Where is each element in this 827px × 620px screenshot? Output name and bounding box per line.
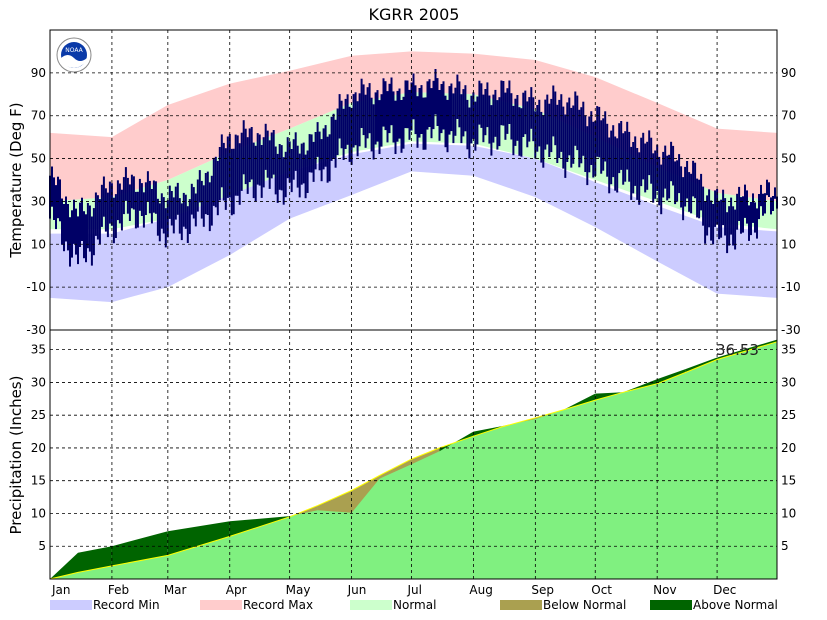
y-tick-right: 10 <box>781 237 796 251</box>
y-tick-right: 20 <box>781 441 796 455</box>
above-normal-area <box>50 552 78 579</box>
above-normal-area <box>563 393 596 410</box>
y-tick-right: -30 <box>781 323 801 337</box>
legend-swatch <box>50 600 92 610</box>
legend-label: Record Max <box>243 598 313 612</box>
month-label: Aug <box>469 583 492 597</box>
y-tick-right: -10 <box>781 280 801 294</box>
noaa-logo: NOAA <box>56 37 92 73</box>
legend-swatch <box>200 600 242 610</box>
normal-precip-line <box>49 341 778 580</box>
y-tick-right: 5 <box>781 539 789 553</box>
precipitation-panel: 5 5 10 10 15 15 20 20 25 25 30 30 35 35 Precipitation… <box>7 329 797 580</box>
y-tick-left: 20 <box>31 441 46 455</box>
legend-label: Above Normal <box>693 598 778 612</box>
y-tick-left: 30 <box>31 375 46 389</box>
legend-swatch <box>350 600 392 610</box>
precipitation-ticks: 5 5 10 10 15 15 20 20 25 25 30 30 35 35 <box>31 343 797 554</box>
month-label: Feb <box>108 583 129 597</box>
y-tick-right: 35 <box>781 343 796 357</box>
y-tick-left: 90 <box>31 66 46 80</box>
below-normal-area <box>351 475 380 513</box>
legend: Record Min Record Max Normal Below Normal Ab… <box>50 598 778 612</box>
y-tick-left: 25 <box>31 408 46 422</box>
below-normal-area <box>317 490 352 513</box>
month-labels: Jan Feb Mar Apr May Jun Jul Aug Sep Oct Nov Dec <box>51 583 736 597</box>
legend-swatch <box>500 600 542 610</box>
y-tick-right: 15 <box>781 474 796 488</box>
above-normal-area <box>167 521 230 556</box>
y-tick-left: -10 <box>26 280 46 294</box>
month-label: Jan <box>51 583 71 597</box>
below-normal-area <box>379 459 412 479</box>
month-label: Apr <box>226 583 247 597</box>
record-max-band <box>50 51 777 202</box>
y-tick-right: 90 <box>781 66 796 80</box>
legend-label: Normal <box>393 598 436 612</box>
y-tick-left: 5 <box>38 539 46 553</box>
y-tick-right: 25 <box>781 408 796 422</box>
svg-text:NOAA: NOAA <box>65 47 83 54</box>
temperature-grid <box>50 30 777 330</box>
precipitation-axis-label: Precipitation (Inches) <box>7 376 25 535</box>
above-normal-area <box>439 431 474 452</box>
above-normal-area <box>657 369 686 384</box>
y-tick-left: 70 <box>31 109 46 123</box>
temperature-axis-label: Temperature (Deg F) <box>7 102 25 258</box>
y-tick-left: 35 <box>31 343 46 357</box>
above-normal-area <box>623 379 658 393</box>
month-label: Dec <box>713 583 736 597</box>
y-tick-left: 50 <box>31 152 46 166</box>
month-label: May <box>286 583 311 597</box>
precipitation-series <box>49 339 778 580</box>
above-normal-area <box>78 546 112 573</box>
record-min-band <box>50 143 777 303</box>
precipitation-total: 36.53 <box>716 341 759 359</box>
chart-title: KGRR 2005 <box>369 5 460 24</box>
above-normal-area <box>111 531 168 566</box>
legend-label: Below Normal <box>543 598 626 612</box>
y-tick-right: 50 <box>781 152 796 166</box>
y-tick-left: 10 <box>31 237 46 251</box>
month-label: Oct <box>591 583 612 597</box>
y-tick-left: 10 <box>31 506 46 520</box>
month-label: Jun <box>347 583 367 597</box>
precipitation-frame <box>49 329 778 580</box>
y-tick-right: 30 <box>781 194 796 208</box>
legend-swatch <box>650 600 692 610</box>
y-tick-left: -30 <box>26 323 46 337</box>
month-label: Sep <box>531 583 554 597</box>
month-label: Jul <box>407 583 422 597</box>
legend-label: Record Min <box>93 598 160 612</box>
month-label: Mar <box>164 583 187 597</box>
temperature-panel: -30 -30 -10 -10 10 10 30 30 50 50 70 70 90 90 Tempera… <box>7 29 801 337</box>
y-tick-left: 30 <box>31 194 46 208</box>
precipitation-grid <box>50 330 777 579</box>
y-tick-right: 70 <box>781 109 796 123</box>
temperature-ticks: -30 -30 -10 -10 10 10 30 30 50 50 70 70 90 90 <box>26 66 800 337</box>
y-tick-right: 30 <box>781 375 796 389</box>
temperature-series <box>49 51 778 303</box>
below-normal-area <box>535 409 564 420</box>
below-normal-area <box>411 447 440 465</box>
y-tick-right: 10 <box>781 506 796 520</box>
month-label: Nov <box>653 583 676 597</box>
y-tick-left: 15 <box>31 474 46 488</box>
